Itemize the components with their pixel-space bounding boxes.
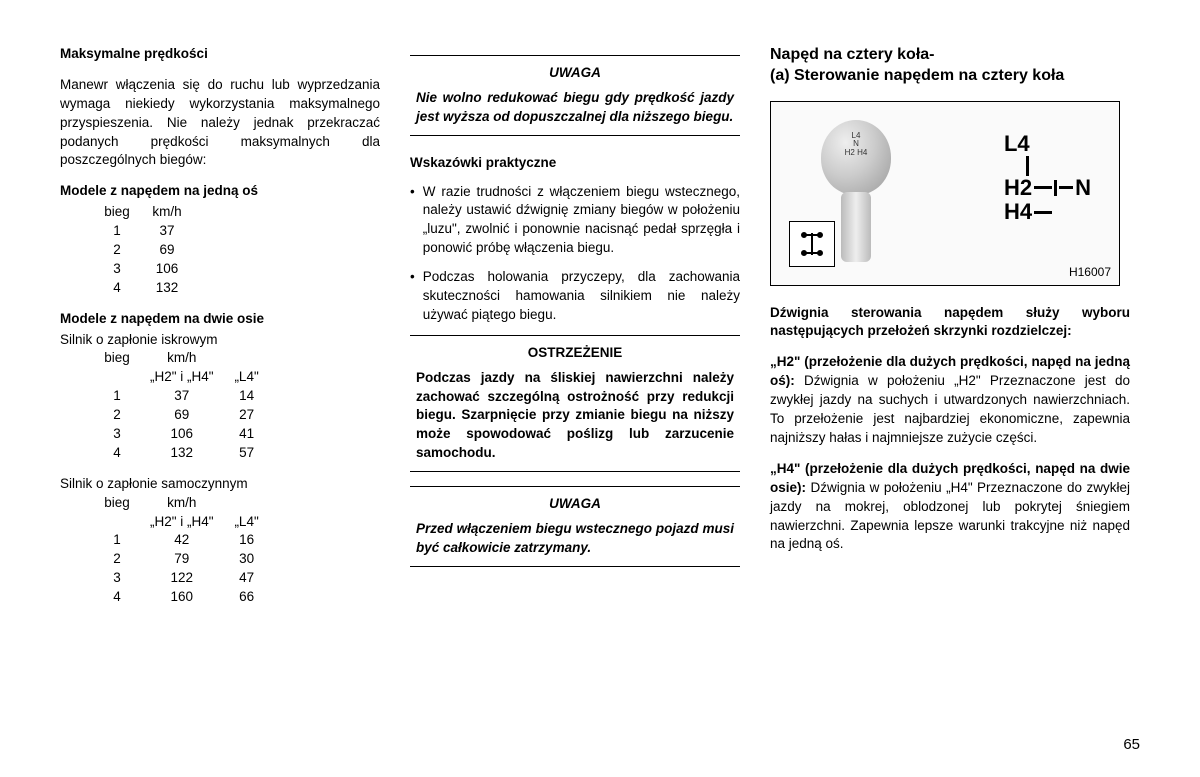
warning-body: Podczas jazdy na śliskiej nawierzchni na… — [416, 369, 734, 463]
lever-purpose: Dźwignia sterowania napędem służy wyboru… — [770, 304, 1130, 342]
notice-1-title: UWAGA — [416, 64, 734, 83]
page-number: 65 — [1123, 734, 1140, 755]
tips-head: Wskazówki praktyczne — [410, 154, 740, 173]
notice-2-body: Przed włączeniem biegu wstecznego pojazd… — [416, 520, 734, 558]
notice-box-1: UWAGA Nie wolno redukować biegu gdy pręd… — [410, 55, 740, 136]
table-single-axle: biegkm/h 137 269 3106 4132 — [100, 203, 200, 297]
four-wheel-title: Napęd na cztery koła- (a) Sterowanie nap… — [770, 45, 1130, 87]
warning-title: OSTRZEŻENIE — [416, 344, 734, 363]
drivetrain-icon — [789, 221, 835, 267]
diesel-engine-label: Silnik o zapłonie samoczynnym — [60, 475, 380, 494]
notice-1-body: Nie wolno redukować biegu gdy prędkość j… — [416, 89, 734, 127]
gear-shaft-icon — [841, 192, 871, 262]
single-axle-head: Modele z napędem na jedną oś — [60, 182, 380, 201]
tips-list: •W razie trudności z włączeniem biegu ws… — [410, 183, 740, 325]
gear-line-icon — [1034, 211, 1052, 214]
table-diesel: biegkm/h „H2" i „H4"„L4" 14216 27930 312… — [100, 494, 280, 607]
dual-axle-head: Modele z napędem na dwie osie — [60, 310, 380, 329]
list-item: •W razie trudności z włączeniem biegu ws… — [410, 183, 740, 259]
notice-2-title: UWAGA — [416, 495, 734, 514]
h2-description: „H2" (przełożenie dla dużych prędkości, … — [770, 353, 1130, 447]
gear-line-icon — [1034, 186, 1052, 189]
right-column: Napęd na cztery koła- (a) Sterowanie nap… — [770, 45, 1130, 607]
gear-line-icon — [1059, 186, 1073, 189]
left-column: Maksymalne prędkości Manewr włączenia si… — [60, 45, 380, 607]
bullet-icon: • — [410, 268, 415, 325]
max-speeds-title: Maksymalne prędkości — [60, 45, 380, 64]
list-item: •Podczas holowania przyczepy, dla zachow… — [410, 268, 740, 325]
h4-description: „H4" (przełożenie dla dużych prędkości, … — [770, 460, 1130, 554]
bullet-icon: • — [410, 183, 415, 259]
gear-lever-figure: L4NH2 H4 L4 H2N H4 H16007 — [770, 101, 1120, 286]
max-speeds-intro: Manewr włączenia się do ruchu lub wyprze… — [60, 76, 380, 170]
gear-line-icon — [1026, 156, 1029, 176]
figure-code: H16007 — [1069, 264, 1111, 281]
spark-engine-label: Silnik o zapłonie iskrowym — [60, 331, 380, 350]
notice-box-2: UWAGA Przed włączeniem biegu wstecznego … — [410, 486, 740, 567]
warning-box: OSTRZEŻENIE Podczas jazdy na śliskiej na… — [410, 335, 740, 472]
knob-markings: L4NH2 H4 — [826, 132, 886, 158]
middle-column: UWAGA Nie wolno redukować biegu gdy pręd… — [410, 45, 740, 607]
gear-line-icon — [1054, 180, 1057, 196]
gear-pattern-diagram: L4 H2N H4 — [1004, 132, 1091, 225]
table-spark: biegkm/h „H2" i „H4"„L4" 13714 26927 310… — [100, 349, 280, 462]
